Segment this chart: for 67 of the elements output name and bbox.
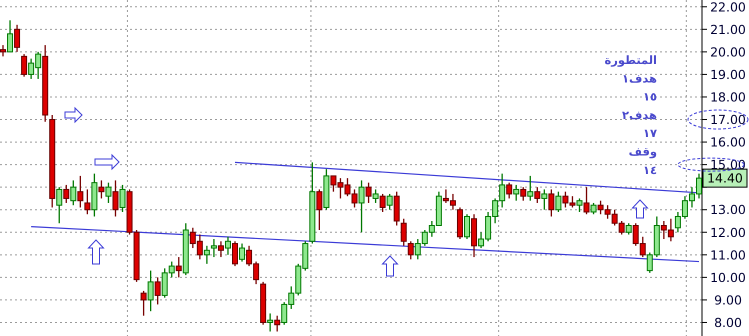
candlestick <box>21 53 28 78</box>
candlestick <box>506 182 512 200</box>
candlestick <box>120 184 126 213</box>
y-tick-label: 11.00 <box>710 247 746 262</box>
candlestick <box>400 218 407 246</box>
candlestick <box>555 191 562 213</box>
candlestick <box>232 240 238 267</box>
annotation: وقف <box>628 144 657 158</box>
candlestick <box>386 193 393 210</box>
candlestick <box>513 184 520 202</box>
y-tick-label: 19.00 <box>710 66 746 82</box>
candlestick <box>7 20 14 53</box>
annotation: ١٥ <box>642 90 657 104</box>
candlestick <box>176 256 182 278</box>
y-tick-label: 10.00 <box>710 270 746 285</box>
annotation: ١٤ <box>642 162 657 177</box>
candlestick <box>112 180 118 218</box>
annotation: ١٧ <box>642 126 657 140</box>
candlestick <box>527 175 534 202</box>
annotation: هدف١ <box>622 71 658 86</box>
candlestick <box>534 186 540 204</box>
candlestick <box>584 186 590 215</box>
candlestick <box>140 290 147 316</box>
candlestick <box>98 180 104 200</box>
candlestick <box>372 188 379 204</box>
candlestick <box>77 175 84 208</box>
candlestick <box>204 245 210 264</box>
candlestick <box>224 236 231 256</box>
candlestick <box>380 193 386 213</box>
candlestick <box>14 24 20 53</box>
candlestick <box>70 180 76 206</box>
candlestick <box>626 222 632 236</box>
y-tick-label: 20.00 <box>710 44 746 60</box>
candlestick <box>105 182 112 204</box>
y-tick-label: 21.00 <box>710 22 746 37</box>
candlestick <box>316 188 322 231</box>
y-tick-label: 22.00 <box>710 0 746 14</box>
candlestick <box>548 188 554 218</box>
candlestick <box>218 240 224 258</box>
y-tick-label: 16.00 <box>710 134 746 150</box>
candlestick <box>576 198 582 213</box>
candlestick <box>520 186 526 202</box>
candlestick <box>464 214 470 240</box>
candlestick <box>541 188 548 210</box>
candlestick <box>366 182 372 204</box>
candlestick <box>267 312 274 332</box>
candlestick <box>408 240 414 260</box>
y-tick-label: 13.00 <box>710 202 746 218</box>
y-tick-label: 9.00 <box>714 292 742 308</box>
candlestick <box>274 315 280 332</box>
y-tick-label: 8.00 <box>714 314 742 330</box>
candlestick <box>590 202 597 215</box>
y-tick-label: 17.00 <box>710 112 746 128</box>
candlestick <box>358 180 365 233</box>
candlestick <box>154 276 161 306</box>
y-tick-label: 18.00 <box>710 89 746 104</box>
annotation: المتطورة <box>604 53 657 67</box>
annotation: هدف٢ <box>622 108 658 122</box>
candlestick <box>210 238 217 258</box>
candlestick <box>84 188 90 215</box>
candlestick <box>239 242 246 262</box>
candlestick <box>148 270 154 312</box>
candlestick <box>0 44 6 58</box>
candlestick <box>63 184 70 204</box>
annotation: 14.40 <box>707 170 743 186</box>
candlestick <box>56 186 62 224</box>
y-tick-label: 12.00 <box>710 224 746 240</box>
